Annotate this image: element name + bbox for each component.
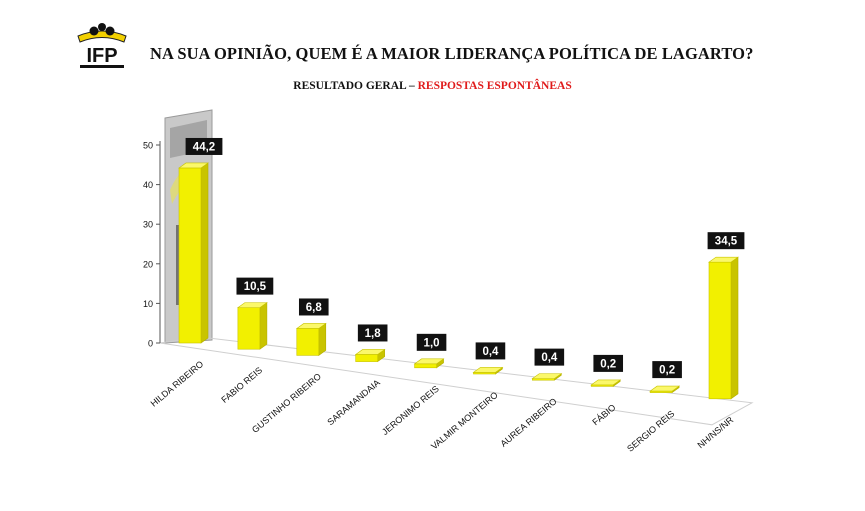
y-tick-label: 10: [143, 299, 153, 309]
value-label: 44,2: [185, 137, 223, 155]
bar-front: [414, 363, 437, 369]
bar: [354, 348, 386, 363]
bar: [472, 366, 504, 375]
bar: [413, 358, 445, 369]
bar-top: [413, 358, 445, 365]
bar-front: [178, 167, 202, 344]
value-label-text: 0,4: [541, 352, 558, 364]
bar: [708, 256, 739, 400]
header: IFP NA SUA OPINIÃO, QUEM É A MAIOR LIDER…: [0, 0, 865, 110]
bar-side: [730, 256, 739, 400]
value-label-bg: [236, 277, 274, 295]
chart-axes: 0 10 20 30 40 50: [143, 141, 161, 349]
bar: [236, 302, 268, 350]
value-label-bg: [416, 333, 447, 351]
logo-text: IFP: [86, 45, 117, 67]
value-label: 1,0: [416, 333, 447, 351]
value-label: 0,4: [534, 348, 565, 366]
category-label: JERONIMO REIS: [380, 384, 441, 437]
category-label: GUSTINHO RIBEIRO: [250, 371, 323, 435]
y-tick-label: 0: [148, 339, 153, 349]
bar-front: [708, 261, 732, 400]
bar-top: [236, 302, 268, 308]
subtitle-highlight: RESPOSTAS ESPONTÂNEAS: [417, 80, 572, 92]
bar: [531, 373, 563, 381]
bar-top: [708, 256, 739, 263]
ifp-logo: IFP: [77, 23, 127, 68]
category-label: NH/NS/NR: [696, 414, 736, 450]
bar-top: [531, 373, 563, 379]
y-tick-label: 50: [143, 141, 153, 151]
bar-top: [178, 162, 209, 169]
category-label: VALMIR MONTEIRO: [429, 390, 500, 452]
bar-top: [590, 379, 622, 386]
value-label: 0,2: [593, 354, 624, 372]
value-label: 10,5: [236, 277, 274, 295]
category-label: FÁBIO: [590, 402, 617, 427]
value-label-text: 1,0: [424, 337, 440, 349]
bar: [649, 385, 681, 394]
value-label: 1,8: [357, 324, 388, 342]
value-label-text: 1,8: [365, 328, 382, 340]
subtitle-prefix: RESULTADO GERAL –: [293, 80, 418, 92]
value-label: 6,8: [298, 298, 329, 316]
value-label-bg: [593, 354, 624, 372]
value-label-bg: [652, 361, 682, 379]
bar-top: [354, 349, 386, 355]
bar-front: [355, 354, 378, 362]
bar-top: [472, 367, 504, 373]
value-label-bg: [534, 348, 565, 366]
bar: [295, 322, 327, 356]
bar-front: [296, 328, 320, 356]
bar-side: [259, 302, 268, 350]
bar: [178, 162, 209, 344]
value-label-text: 10,5: [244, 281, 267, 293]
value-label-text: 44,2: [193, 141, 215, 153]
category-label: HILDA RIBEIRO: [149, 359, 206, 409]
category-label: SARAMANDAIA: [325, 377, 382, 427]
category-label: FABIO REIS: [219, 365, 264, 405]
bar-side: [318, 322, 327, 356]
page-title: NA SUA OPINIÃO, QUEM É A MAIOR LIDERANÇA…: [150, 44, 754, 63]
value-label: 0,2: [652, 361, 682, 379]
value-label: 0,4: [475, 342, 506, 360]
y-tick-label: 20: [143, 259, 153, 269]
value-label-text: 0,2: [600, 358, 616, 370]
chart-value-labels: 44,2 10,5 6,8 1,8 1,0 0,4 0,4 0,2 0,2 34,5: [185, 137, 745, 379]
bar-side: [200, 162, 209, 344]
bar-top: [295, 323, 327, 329]
value-label-bg: [357, 324, 388, 342]
chart-bars: [178, 162, 739, 400]
y-tick-label: 30: [143, 220, 153, 230]
category-label: AUREA RIBEIRO: [499, 396, 559, 449]
value-label: 34,5: [707, 232, 745, 250]
value-label-bg: [298, 298, 329, 316]
value-label-bg: [185, 137, 223, 155]
bar-front: [237, 307, 261, 350]
bar: [590, 379, 622, 387]
value-label-bg: [707, 232, 745, 250]
value-label-text: 6,8: [306, 302, 323, 314]
value-label-text: 0,4: [482, 346, 499, 358]
value-label-text: 34,5: [715, 236, 738, 248]
value-label-text: 0,2: [659, 365, 675, 377]
value-label-bg: [475, 342, 506, 360]
y-tick-label: 40: [143, 180, 153, 190]
bar-top: [649, 385, 681, 392]
page-subtitle: RESULTADO GERAL – RESPOSTAS ESPONTÂNEAS: [0, 80, 865, 92]
